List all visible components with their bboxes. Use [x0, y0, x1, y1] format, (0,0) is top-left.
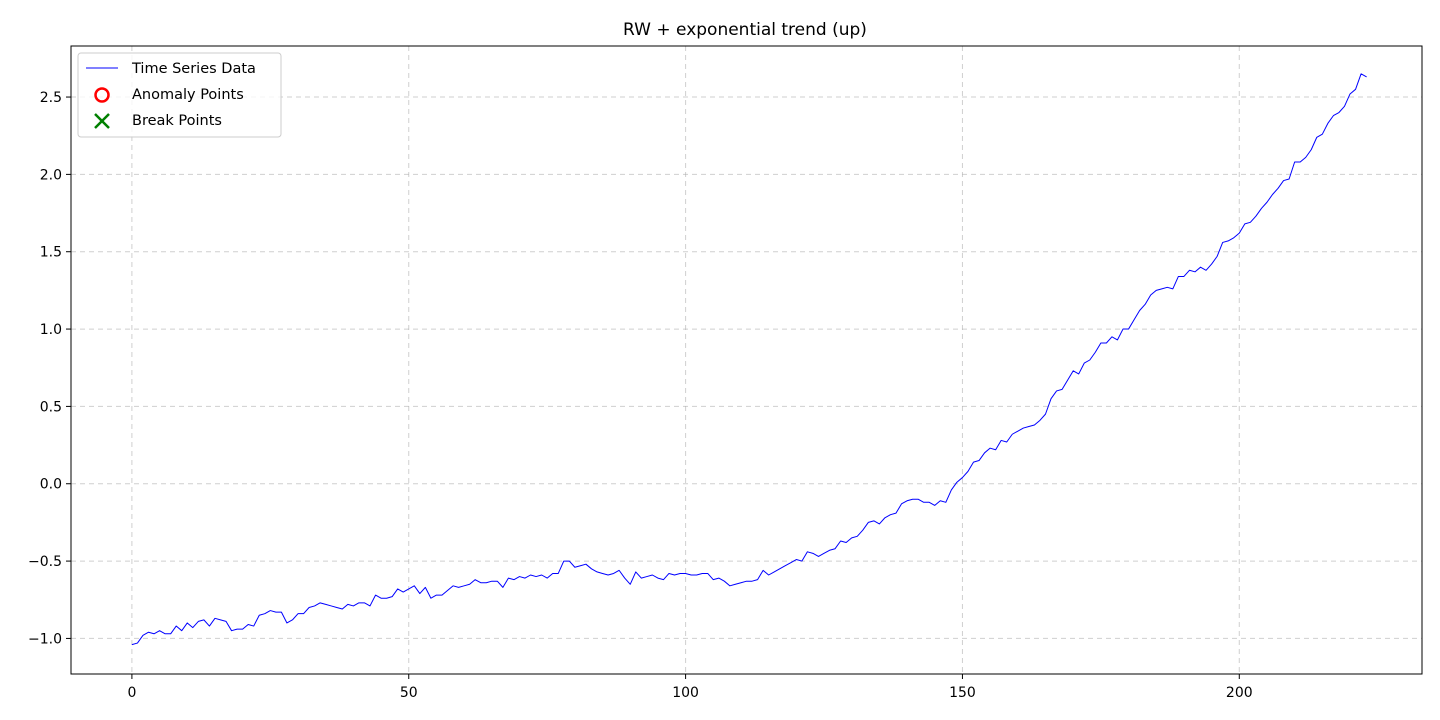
y-tick-label: 0.0: [40, 477, 62, 493]
legend-label: Anomaly Points: [132, 87, 244, 103]
y-tick-label: 1.0: [40, 322, 62, 338]
y-tick-label: −0.5: [28, 554, 62, 570]
legend-x-swatch: [94, 113, 110, 129]
x-tick-label: 150: [949, 685, 976, 701]
y-axis: −1.0 −0.5 0.0 0.5 1.0 1.5 2.0 2.5: [28, 90, 71, 647]
y-tick-label: 0.5: [40, 399, 62, 415]
x-tick-label: 200: [1226, 685, 1253, 701]
y-tick-label: 2.0: [40, 167, 62, 183]
x-tick-label: 0: [127, 685, 136, 701]
plot-frame: [70, 45, 1423, 675]
x-tick-label: 100: [672, 685, 699, 701]
x-axis: 0 50 100 150 200: [127, 674, 1253, 701]
legend-box: [77, 52, 282, 138]
series-layer: [131, 73, 1367, 646]
y-tick-label: 1.5: [40, 245, 62, 261]
y-tick-label: 2.5: [40, 90, 62, 106]
x-tick-label: 50: [400, 685, 418, 701]
chart-title: RW + exponential trend (up): [623, 20, 867, 40]
legend-label: Time Series Data: [131, 61, 256, 77]
y-tick-label: −1.0: [28, 631, 62, 647]
series-line-time-series-data: [131, 73, 1367, 646]
legend-label: Break Points: [132, 113, 222, 129]
gridlines: [71, 46, 1422, 674]
legend: Time Series Data Anomaly Points Break Poin…: [77, 52, 282, 138]
legend-circle-swatch: [94, 87, 110, 103]
